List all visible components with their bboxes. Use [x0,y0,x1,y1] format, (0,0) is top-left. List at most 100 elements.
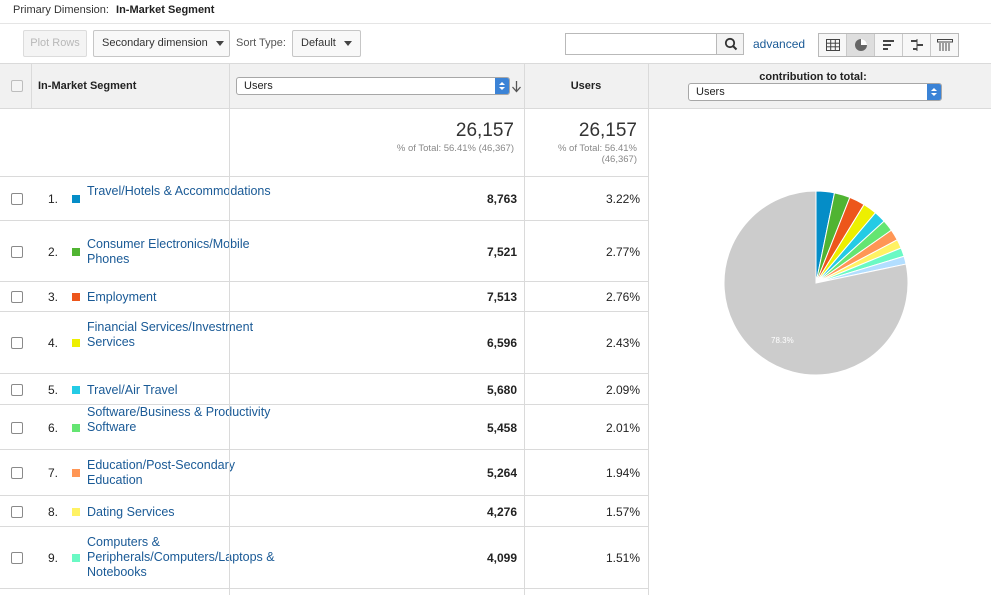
segment-link[interactable]: Employment [87,290,157,304]
column-divider [229,63,230,595]
column-divider [31,63,32,109]
comparison-view-icon [910,39,923,51]
contribution-select[interactable]: Users [688,83,942,101]
primary-dimension-value[interactable]: In-Market Segment [116,4,215,16]
users-value: 4,276 [486,504,517,519]
row-number: 6. [47,420,58,435]
segment-link[interactable]: Software/Business & Productivity Softwar… [87,404,271,434]
segment-link[interactable]: Travel/Hotels & Accommodations [87,184,271,198]
table-search-input[interactable] [565,33,717,55]
sort-descending-icon[interactable] [511,80,522,93]
sort-type-value: Default [301,37,336,49]
pie-slice[interactable] [723,190,909,376]
series-color-swatch [72,507,80,516]
column-divider [524,63,525,595]
row-checkbox[interactable] [11,245,23,258]
total-metric-value: 26,157 [455,120,514,141]
row-checkbox[interactable] [11,467,23,479]
row-number: 9. [47,551,58,565]
row-number: 4. [47,336,58,350]
table-row: 3. Employment 7,513 2.76% [0,282,649,312]
row-number: 1. [47,192,58,206]
table-row: 9. Computers & Peripherals/Computers/Lapt… [0,527,649,589]
row-number: 7. [47,466,58,480]
contribution-percent: 3.22% [605,192,640,206]
row-number: 3. [47,290,58,304]
users-value: 7,521 [486,244,517,259]
table-row: 1. Travel/Hotels & Accommodations 8,763 3.2… [0,177,649,221]
row-checkbox[interactable] [11,421,23,434]
table-row: 7. Education/Post-Secondary Education 5,26… [0,450,649,496]
view-table-button[interactable] [819,34,847,56]
row-checkbox[interactable] [11,505,23,518]
metric-select[interactable]: Users [236,77,510,95]
contribution-percent: 2.77% [605,244,640,259]
contribution-percent: 2.09% [605,382,640,397]
select-stepper-icon [495,78,509,94]
contribution-percent: 1.57% [605,504,640,519]
users-value: 5,680 [486,382,517,397]
contribution-percent: 2.01% [605,420,640,435]
row-checkbox[interactable] [11,383,23,396]
search-button[interactable] [716,33,744,55]
dimension-column-header[interactable]: In-Market Segment [38,80,137,92]
chevron-down-icon [215,40,224,46]
view-percentage-button[interactable] [847,34,875,56]
pie-other-label: 78.3% [771,336,794,345]
users-value: 8,763 [486,192,517,206]
view-performance-button[interactable] [875,34,903,56]
view-comparison-button[interactable] [903,34,931,56]
chevron-down-icon [343,40,352,46]
segment-link[interactable]: Education/Post-Secondary Education [87,458,236,487]
segment-link[interactable]: Travel/Air Travel [87,382,178,397]
total-metric-percent: % of Total: 56.41% (46,367) [396,143,514,154]
table-row: 2. Consumer Electronics/Mobile Phones 7,52… [0,221,649,282]
contribution-pie-chart: 78.3% [723,190,909,376]
row-checkbox[interactable] [11,193,23,205]
users-column-header[interactable]: Users [570,80,602,92]
primary-dimension-label: Primary Dimension: [13,4,109,16]
column-divider [648,63,649,595]
segment-link[interactable]: Consumer Electronics/Mobile Phones [87,236,250,266]
select-stepper-icon [927,84,941,100]
sort-type-label: Sort Type: [236,37,286,49]
series-color-swatch [72,339,80,347]
row-number: 2. [47,244,58,259]
select-all-checkbox[interactable] [11,80,23,92]
pivot-view-icon [936,39,953,51]
series-color-swatch [72,554,80,562]
series-color-swatch [72,247,80,256]
primary-dimension-bar: Primary Dimension: In-Market Segment [0,0,991,24]
segment-link[interactable]: Financial Services/Investment Services [87,320,254,349]
plot-rows-button[interactable]: Plot Rows [23,30,87,57]
series-color-swatch [72,469,80,477]
search-icon [724,37,738,51]
advanced-filter-link[interactable]: advanced [753,37,806,51]
segment-link[interactable]: Computers & Peripherals/Computers/Laptop… [87,535,275,579]
view-switcher [818,33,959,57]
table-row: 4. Financial Services/Investment Services… [0,312,649,374]
contribution-percent: 2.43% [605,336,640,350]
metric-select-value: Users [244,80,273,92]
secondary-dimension-dropdown[interactable]: Secondary dimension [93,30,230,57]
table-row: 6. Software/Business & Productivity Softw… [0,405,649,450]
segment-link[interactable]: Dating Services [87,504,175,519]
sort-type-dropdown[interactable]: Default [292,30,361,57]
contribution-percent: 2.76% [605,290,640,304]
table-view-icon [825,39,840,51]
row-checkbox[interactable] [11,337,23,349]
row-checkbox[interactable] [11,291,23,303]
view-pivot-button[interactable] [931,34,958,56]
contribution-percent: 1.51% [605,551,640,565]
row-number: 8. [47,504,58,519]
pie-view-icon [854,39,867,51]
contribution-select-value: Users [696,86,725,98]
totals-row [0,109,649,177]
users-value: 5,458 [486,420,517,435]
series-color-swatch [72,293,80,301]
total-users-percent: % of Total: 56.41% [557,143,637,154]
row-checkbox[interactable] [11,552,23,564]
users-value: 5,264 [486,466,517,480]
toolbar: Plot Rows Secondary dimension Sort Type:… [0,24,991,64]
secondary-dimension-label: Secondary dimension [102,37,208,49]
